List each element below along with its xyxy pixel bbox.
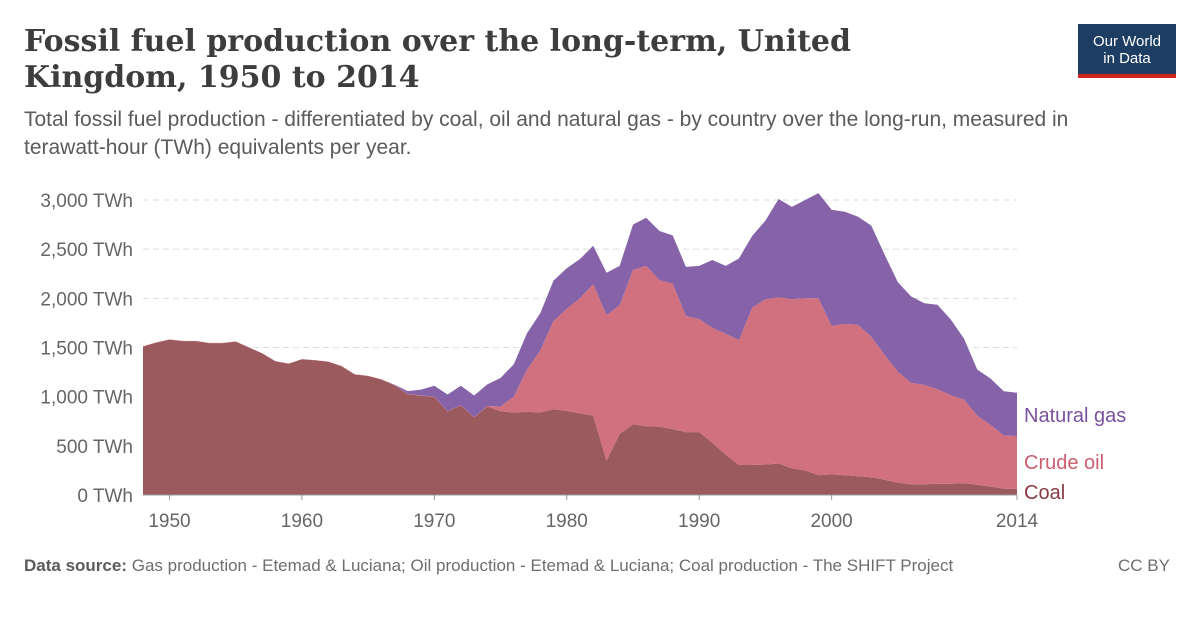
logo-line-1: Our World bbox=[1092, 33, 1162, 50]
y-tick-label: 1,000 TWh bbox=[40, 388, 133, 409]
x-tick-label: 2000 bbox=[810, 511, 852, 532]
y-tick-label: 0 TWh bbox=[77, 486, 133, 507]
logo-line-2: in Data bbox=[1103, 50, 1151, 67]
y-tick-label: 2,000 TWh bbox=[40, 289, 133, 310]
series-labels: Natural gas Crude oil Coal bbox=[1024, 405, 1126, 504]
x-tick-label: 1950 bbox=[148, 511, 190, 532]
y-tick-label: 2,500 TWh bbox=[40, 240, 133, 261]
crude-oil-label: Crude oil bbox=[1024, 452, 1104, 474]
x-axis-ticks: 1950 1960 1970 1980 1990 2000 2014 bbox=[148, 495, 1039, 532]
y-tick-label: 3,000 TWh bbox=[40, 191, 133, 212]
source-text: Gas production - Etemad & Luciana; Oil p… bbox=[131, 556, 954, 575]
footer-source: Data source: Gas production - Etemad & L… bbox=[24, 553, 1084, 578]
license-link[interactable]: CC BY bbox=[1118, 556, 1170, 575]
y-tick-label: 1,500 TWh bbox=[40, 339, 133, 360]
stacked-areas bbox=[143, 193, 1017, 495]
natural-gas-area bbox=[143, 193, 1017, 436]
y-axis-ticks: 0 TWh 500 TWh 1,000 TWh 1,500 TWh 2,000 TWh 2… bbox=[40, 191, 133, 507]
coal-label: Coal bbox=[1024, 482, 1065, 504]
natural-gas-label: Natural gas bbox=[1024, 405, 1126, 427]
x-tick-label: 1960 bbox=[281, 511, 323, 532]
crude-oil-area bbox=[143, 265, 1017, 490]
chart-title: Fossil fuel production over the long-ter… bbox=[24, 24, 851, 95]
x-tick-label: 2014 bbox=[996, 511, 1039, 532]
y-tick-label: 500 TWh bbox=[56, 437, 133, 458]
x-tick-label: 1970 bbox=[413, 511, 455, 532]
x-tick-label: 1990 bbox=[678, 511, 720, 532]
owid-logo[interactable]: Our World in Data bbox=[1078, 24, 1176, 78]
x-tick-label: 1980 bbox=[546, 511, 588, 532]
coal-area bbox=[143, 339, 1017, 495]
chart-subtitle: Total fossil fuel production - different… bbox=[24, 108, 1069, 159]
source-label: Data source: bbox=[24, 556, 127, 575]
